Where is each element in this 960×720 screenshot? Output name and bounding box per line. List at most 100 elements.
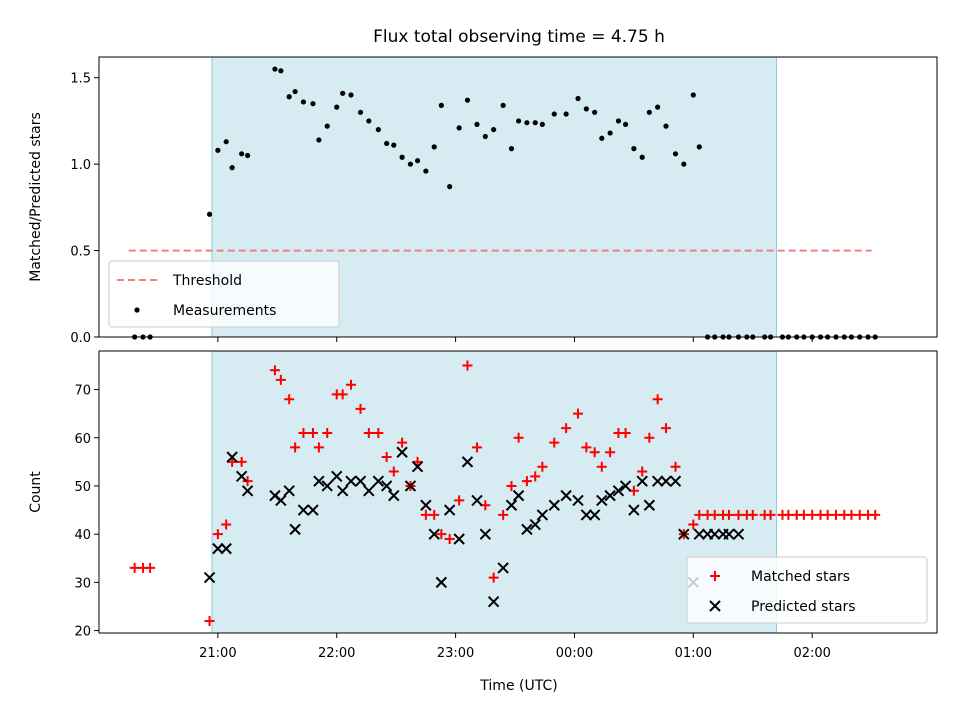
measurement-point <box>215 147 221 153</box>
predicted-star-point <box>396 446 408 458</box>
predicted-star-point <box>336 485 349 497</box>
predicted-star-point <box>628 504 640 516</box>
y-tick-label: 1.5 <box>70 72 91 87</box>
x-axis-label: Time (UTC) <box>479 678 557 694</box>
predicted-star-point <box>453 533 465 545</box>
series-measurements <box>132 66 878 340</box>
matched-star-point <box>870 509 881 520</box>
measurement-point <box>391 142 397 148</box>
predicted-star-point <box>363 485 375 497</box>
observing-window <box>211 350 778 634</box>
matched-star-point <box>436 529 447 540</box>
matched-star-point <box>589 447 600 458</box>
matched-star-point <box>381 452 392 463</box>
measurement-point <box>532 120 538 126</box>
measurement-point <box>464 97 471 103</box>
predicted-star-point <box>321 480 333 492</box>
measurement-point <box>334 104 340 110</box>
legend-label: Threshold <box>172 273 242 289</box>
predicted-star-point <box>354 475 367 487</box>
predicted-star-point <box>241 485 254 497</box>
x-tick-label: 22:00 <box>318 646 355 661</box>
matched-star-point <box>322 427 333 438</box>
measurement-point <box>375 126 381 133</box>
predicted-star-point <box>678 528 690 540</box>
measurement-point <box>300 99 307 105</box>
predicted-star-point <box>435 576 448 589</box>
measurement-point <box>239 151 245 157</box>
matched-star-point <box>236 456 247 467</box>
matched-star-point <box>307 427 318 438</box>
matched-star-point <box>581 442 592 453</box>
measurement-point <box>615 118 622 124</box>
legend-label: Matched stars <box>751 569 850 585</box>
predicted-star-point <box>612 485 625 497</box>
matched-star-point <box>765 509 776 520</box>
measurement-point <box>696 144 702 150</box>
predicted-star-point <box>512 489 525 502</box>
x-tick-label: 00:00 <box>556 646 593 661</box>
predicted-star-point <box>220 542 232 555</box>
measurement-point <box>447 184 453 190</box>
legend-measurements-swatch <box>134 307 140 313</box>
predicted-star-point <box>283 485 295 497</box>
matched-star-point <box>242 476 253 487</box>
measurement-point <box>515 118 522 124</box>
matched-star-point <box>454 495 465 506</box>
measurement-point <box>316 137 322 143</box>
predicted-star-point <box>420 499 432 511</box>
y-tick-label: 1.0 <box>70 158 91 173</box>
predicted-star-point <box>313 475 325 487</box>
predicted-star-point <box>203 571 216 584</box>
axes-frame <box>98 350 938 634</box>
matched-star-point <box>660 423 671 434</box>
measurement-point <box>366 118 372 124</box>
matched-star-point <box>549 437 560 448</box>
measurement-point <box>607 130 613 136</box>
legend-matched-swatch <box>710 571 720 581</box>
predicted-star-point <box>636 475 648 487</box>
axes-frame <box>98 56 938 338</box>
measurement-point <box>639 154 645 160</box>
y-tick-label: 70 <box>74 384 91 399</box>
measurement-point <box>672 151 679 157</box>
measurement-point <box>655 104 661 110</box>
predicted-star-point <box>709 528 721 540</box>
x-tick-label: 01:00 <box>675 646 712 661</box>
predicted-star-point <box>693 528 705 540</box>
predicted-star-point <box>479 528 492 540</box>
matched-star-point <box>355 403 366 414</box>
predicted-star-point <box>521 523 533 536</box>
measurement-point <box>438 102 444 108</box>
series-matched-stars <box>129 360 881 626</box>
measurement-point <box>482 133 488 140</box>
y-axis-label: Matched/Predicted stars <box>28 112 44 282</box>
measurement-point <box>592 109 598 115</box>
matched-star-point <box>471 442 482 453</box>
matched-star-point <box>337 389 348 400</box>
predicted-star-point <box>212 542 224 555</box>
series-predicted-stars <box>203 446 745 608</box>
measurement-point <box>384 140 390 147</box>
predicted-star-point <box>235 470 248 483</box>
predicted-star-point <box>404 480 417 492</box>
y-tick-label: 20 <box>74 625 91 640</box>
measurement-point <box>292 88 298 95</box>
measurement-point <box>539 121 545 128</box>
measurement-point <box>407 161 414 167</box>
y-tick-label: 50 <box>74 480 91 495</box>
y-tick-label: 0.5 <box>70 245 91 260</box>
chart-title: Flux total observing time = 4.75 h <box>373 27 665 47</box>
measurement-point <box>646 109 652 115</box>
x-tick-label: 21:00 <box>199 646 236 661</box>
matched-star-point <box>670 461 681 472</box>
predicted-star-point <box>580 509 593 521</box>
predicted-star-point <box>669 475 682 487</box>
measurement-point <box>340 90 346 96</box>
measurement-point <box>272 66 278 72</box>
measurement-point <box>399 154 405 160</box>
y-tick-label: 0.0 <box>70 331 91 346</box>
measurement-point <box>575 95 581 102</box>
legend-predicted-swatch <box>709 600 721 612</box>
matched-star-point <box>429 509 440 520</box>
